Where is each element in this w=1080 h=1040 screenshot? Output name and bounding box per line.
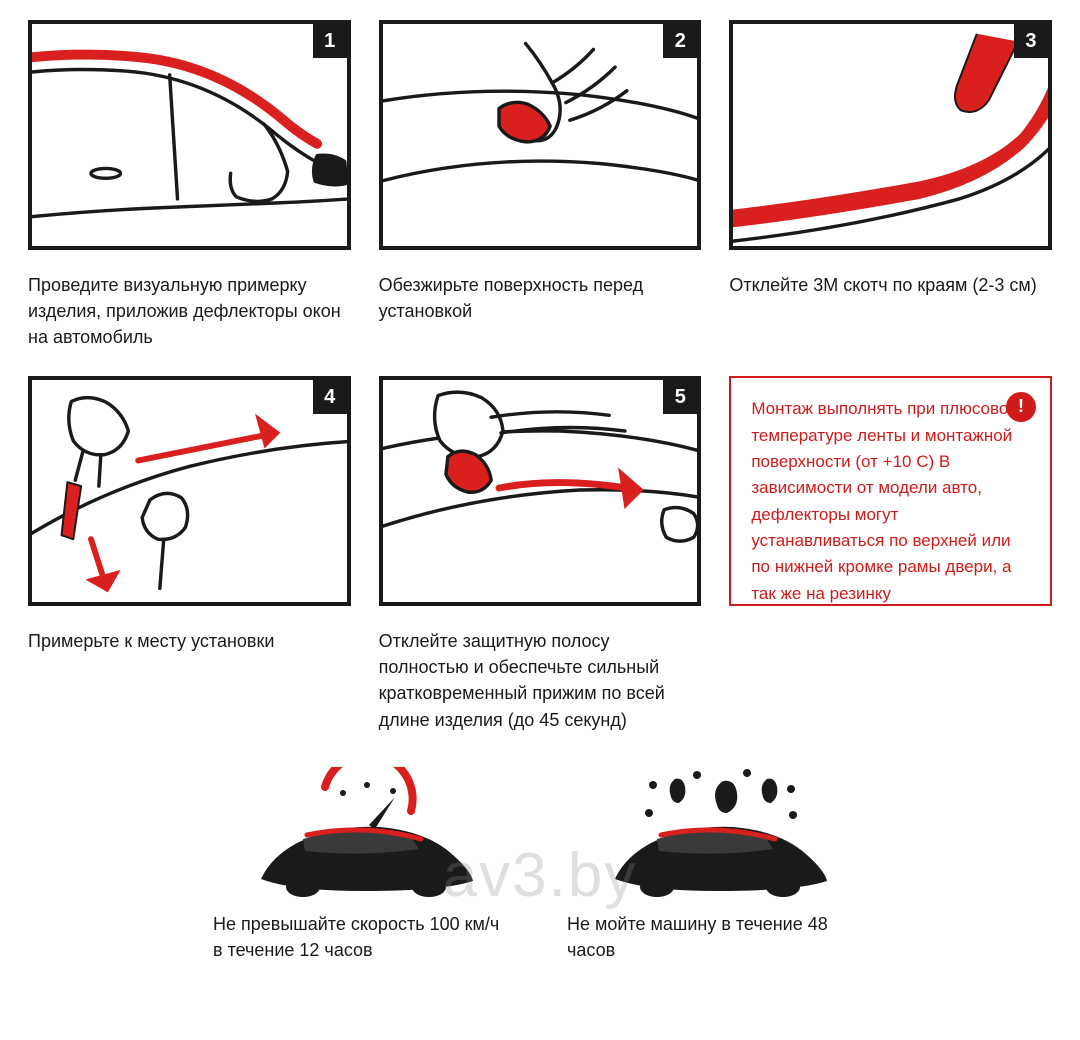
step-badge: 4 [313,380,347,414]
step-badge: 5 [663,380,697,414]
step-5-caption: Отклейте защитную полосу полностью и обе… [379,628,702,732]
exclamation-icon: ! [1006,392,1036,422]
step-badge: 1 [313,24,347,58]
step-2-caption: Обезжирьте поверхность перед установкой [379,272,702,324]
step-3: 3 Отклейте 3М скотч по краям (2-3 см) [729,20,1052,350]
steps-grid: 1 Проведите визуальную примерку изделия,… [28,20,1052,733]
step-badge: 2 [663,24,697,58]
step-badge: 3 [1014,24,1048,58]
step-5-frame: 5 [379,376,702,606]
note-speed-text: Не превышайте скорость 100 км/ч в течени… [213,911,513,963]
step-4-frame: 4 [28,376,351,606]
step-4: 4 Примерьте к месту установки [28,376,351,732]
warning-text: Монтаж выполнять при плюсовой температур… [751,396,1030,607]
wash-car-icon [567,767,867,897]
step-3-caption: Отклейте 3М скотч по краям (2-3 см) [729,272,1052,298]
step-4-illustration [32,380,347,602]
step-1: 1 Проведите визуальную примерку изделия,… [28,20,351,350]
warning-cell: ! Монтаж выполнять при плюсовой температ… [729,376,1052,732]
warning-box: ! Монтаж выполнять при плюсовой температ… [729,376,1052,606]
step-5: 5 Отклейте защитную полосу полностью и о… [379,376,702,732]
bottom-notes: Не превышайте скорость 100 км/ч в течени… [28,767,1052,963]
note-speed: Не превышайте скорость 100 км/ч в течени… [213,767,513,963]
step-3-frame: 3 [729,20,1052,250]
step-2-frame: 2 [379,20,702,250]
step-2: 2 Обезжирьте поверхность перед установко… [379,20,702,350]
step-1-caption: Проведите визуальную примерку изделия, п… [28,272,351,350]
step-1-frame: 1 [28,20,351,250]
step-3-illustration [733,24,1048,246]
step-4-caption: Примерьте к месту установки [28,628,351,654]
step-1-illustration [32,24,347,246]
step-5-illustration [383,380,698,602]
speed-car-icon [213,767,513,897]
note-wash-text: Не мойте машину в течение 48 часов [567,911,867,963]
note-wash: Не мойте машину в течение 48 часов [567,767,867,963]
step-2-illustration [383,24,698,246]
